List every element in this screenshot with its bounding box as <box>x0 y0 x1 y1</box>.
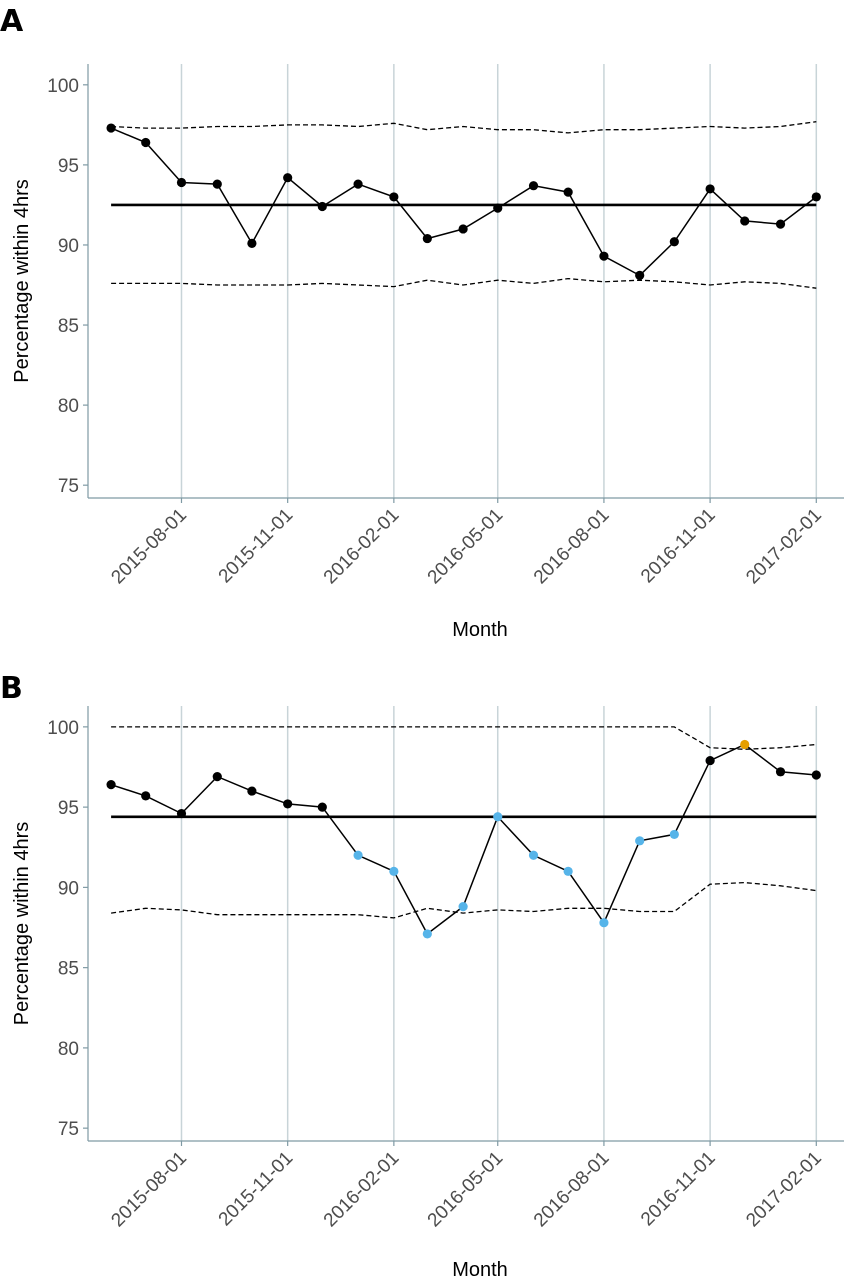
y-tick-label: 80 <box>58 1039 79 1060</box>
x-tick-label: 2015-11-01 <box>215 505 298 588</box>
x-tick-label: 2016-11-01 <box>637 505 720 588</box>
data-point <box>669 829 679 840</box>
data-point <box>811 770 821 780</box>
data-point <box>528 850 539 860</box>
data-point <box>106 780 116 790</box>
data-point <box>141 791 151 801</box>
data-point <box>389 192 399 202</box>
data-point <box>740 739 750 750</box>
data-point <box>176 177 187 188</box>
upper-control-limit <box>111 121 817 134</box>
data-point <box>563 866 573 876</box>
data-point <box>458 902 468 912</box>
data-point <box>422 929 432 939</box>
data-point <box>635 836 645 846</box>
data-point <box>775 767 786 777</box>
y-tick-label: 95 <box>58 156 79 177</box>
x-axis-title: Month <box>452 1259 508 1280</box>
x-tick-label: 2017-02-01 <box>742 505 826 589</box>
panel-b: B 75 80 85 90 95 100 2015-08-01 2015-11-01 2016-… <box>0 671 844 1280</box>
data-point <box>528 181 539 191</box>
y-tick-label: 90 <box>58 236 79 257</box>
x-tick-label: 2016-08-01 <box>530 505 614 589</box>
data-point <box>811 192 821 202</box>
x-tick-label: 2016-02-01 <box>320 505 404 589</box>
data-point <box>176 808 187 819</box>
panel-a-label: A <box>0 4 24 39</box>
x-tick-label: 2016-05-01 <box>424 1148 508 1232</box>
lower-control-limit <box>111 881 817 919</box>
data-point <box>317 802 327 812</box>
data-point <box>141 137 151 148</box>
data-point <box>247 786 257 796</box>
data-point <box>353 179 363 189</box>
data-point <box>422 233 432 244</box>
lower-control-limit <box>111 277 817 289</box>
y-tick-label: 80 <box>58 396 79 417</box>
y-tick-label: 100 <box>47 76 79 97</box>
y-tick-label: 90 <box>58 878 79 899</box>
y-axis-title: Percentage within 4hrs <box>11 179 33 382</box>
data-point <box>563 187 573 197</box>
x-axis-title: Month <box>452 619 508 641</box>
data-point <box>389 866 399 876</box>
data-point <box>635 270 645 280</box>
data-point <box>705 184 715 194</box>
y-axis-title: Percentage within 4hrs <box>11 822 33 1025</box>
y-tick-label: 95 <box>58 798 79 819</box>
x-tick-label: 2016-11-01 <box>637 1148 720 1231</box>
data-point <box>493 812 503 822</box>
x-tick-label: 2015-11-01 <box>215 1148 298 1231</box>
data-point <box>705 755 715 766</box>
data-point <box>353 850 363 860</box>
data-point <box>283 799 293 809</box>
data-point <box>106 123 116 133</box>
data-point <box>283 173 293 183</box>
data-point <box>212 179 222 189</box>
y-tick-label: 75 <box>58 1119 79 1140</box>
data-point <box>599 251 609 261</box>
data-point <box>212 772 222 782</box>
x-tick-label: 2015-08-01 <box>107 505 191 589</box>
y-tick-label: 100 <box>47 718 79 739</box>
x-tick-label: 2016-05-01 <box>424 505 508 589</box>
x-tick-label: 2016-02-01 <box>320 1148 404 1232</box>
data-point <box>247 238 257 248</box>
y-tick-label: 75 <box>58 476 79 497</box>
x-tick-label: 2017-02-01 <box>742 1148 826 1232</box>
data-point <box>775 219 786 229</box>
data-point <box>493 203 503 213</box>
y-tick-label: 85 <box>58 316 79 337</box>
upper-control-limit <box>111 726 817 750</box>
data-point <box>669 237 679 247</box>
panel-a: A 75 80 85 90 95 100 2015-08-01 2015-11-01 2016-… <box>0 4 844 641</box>
x-tick-label: 2015-08-01 <box>107 1148 191 1232</box>
data-point <box>740 216 750 226</box>
data-point <box>317 201 327 212</box>
data-point <box>458 224 468 234</box>
y-tick-label: 85 <box>58 959 79 980</box>
x-tick-label: 2016-08-01 <box>530 1148 614 1232</box>
panel-b-label: B <box>0 671 23 706</box>
data-point <box>599 918 609 928</box>
